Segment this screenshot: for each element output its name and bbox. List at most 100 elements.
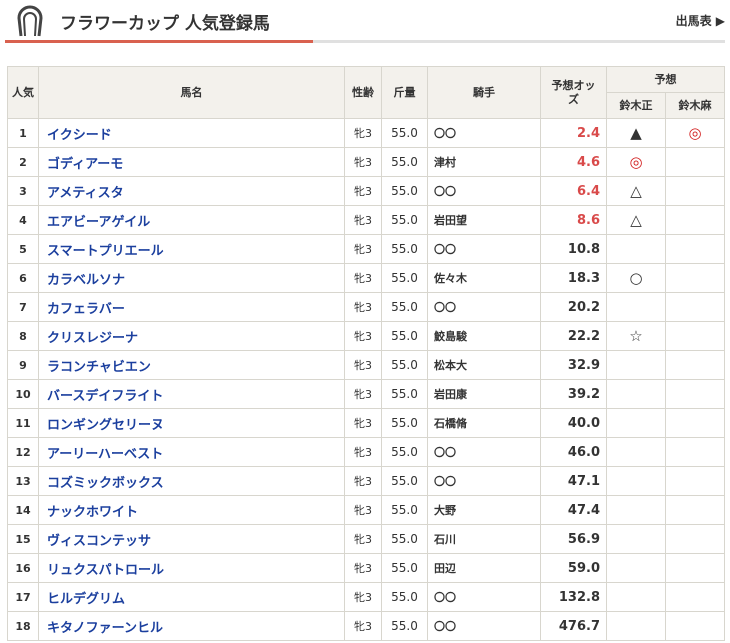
forecast-mark-1 (606, 611, 666, 641)
jockey: 佐々木 (427, 263, 541, 293)
col-name: 馬名 (38, 66, 345, 119)
forecast-mark-1 (606, 379, 666, 409)
jockey: 〇〇 (427, 292, 541, 322)
jockey: 岩田康 (427, 379, 541, 409)
forecast-mark-2 (665, 408, 725, 438)
rank: 5 (7, 234, 39, 264)
odds: 47.1 (540, 466, 607, 496)
sex-age: 牝3 (344, 553, 382, 583)
odds: 39.2 (540, 379, 607, 409)
weight: 55.0 (381, 408, 428, 438)
table-row: 2 ゴディアーモ 牝3 55.0 津村 4.6 ◎ (7, 147, 725, 177)
race-card-link[interactable]: 出馬表 ▶ (675, 14, 725, 28)
horse-name-link[interactable]: スマートプリエール (38, 234, 345, 264)
forecast-mark-1: ○ (606, 263, 666, 293)
horse-name-link[interactable]: ロンギングセリーヌ (38, 408, 345, 438)
forecast-mark-1: ▲ (606, 118, 666, 148)
forecast-mark-1 (606, 234, 666, 264)
accent-divider (5, 40, 313, 43)
jockey: 〇〇 (427, 437, 541, 467)
forecast-mark-2 (665, 553, 725, 583)
horse-name-link[interactable]: アーリーハーベスト (38, 437, 345, 467)
sex-age: 牝3 (344, 408, 382, 438)
weight: 55.0 (381, 350, 428, 380)
rank: 14 (7, 495, 39, 525)
jockey: 〇〇 (427, 582, 541, 612)
horse-name-link[interactable]: ラコンチャビエン (38, 350, 345, 380)
odds: 10.8 (540, 234, 607, 264)
forecast-mark-2 (665, 524, 725, 554)
sex-age: 牝3 (344, 292, 382, 322)
odds: 46.0 (540, 437, 607, 467)
sex-age: 牝3 (344, 524, 382, 554)
horse-name-link[interactable]: コズミックボックス (38, 466, 345, 496)
table-row: 12 アーリーハーベスト 牝3 55.0 〇〇 46.0 (7, 437, 725, 467)
table-row: 11 ロンギングセリーヌ 牝3 55.0 石橋脩 40.0 (7, 408, 725, 438)
weight: 55.0 (381, 147, 428, 177)
weight: 55.0 (381, 263, 428, 293)
horse-name-link[interactable]: カフェラバー (38, 292, 345, 322)
weight: 55.0 (381, 582, 428, 612)
odds: 59.0 (540, 553, 607, 583)
jockey: 田辺 (427, 553, 541, 583)
col-odds: 予想オッズ (540, 66, 607, 119)
horse-name-link[interactable]: クリスレジーナ (38, 321, 345, 351)
rank: 7 (7, 292, 39, 322)
horse-name-link[interactable]: カラベルソナ (38, 263, 345, 293)
forecast-mark-2 (665, 611, 725, 641)
horse-name-link[interactable]: エアビーアゲイル (38, 205, 345, 235)
forecast-mark-2 (665, 321, 725, 351)
col-sex-age: 性齢 (344, 66, 382, 119)
weight: 55.0 (381, 495, 428, 525)
horse-name-link[interactable]: ヒルデグリム (38, 582, 345, 612)
forecast-mark-1 (606, 553, 666, 583)
horse-name-link[interactable]: バースデイフライト (38, 379, 345, 409)
horse-name-link[interactable]: ヴィスコンテッサ (38, 524, 345, 554)
jockey: 〇〇 (427, 466, 541, 496)
rank: 4 (7, 205, 39, 235)
jockey: 〇〇 (427, 611, 541, 641)
horse-name-link[interactable]: ナックホワイト (38, 495, 345, 525)
forecast-mark-2 (665, 466, 725, 496)
forecast-mark-1: △ (606, 176, 666, 206)
col-rank: 人気 (7, 66, 39, 119)
forecast-mark-2 (665, 176, 725, 206)
rank: 8 (7, 321, 39, 351)
table-row: 3 アメティスタ 牝3 55.0 〇〇 6.4 △ (7, 176, 725, 206)
horse-name-link[interactable]: リュクスパトロール (38, 553, 345, 583)
horse-name-link[interactable]: キタノファーンヒル (38, 611, 345, 641)
sex-age: 牝3 (344, 437, 382, 467)
table-row: 1 イクシード 牝3 55.0 〇〇 2.4 ▲ ◎ (7, 118, 725, 148)
forecast-mark-2 (665, 582, 725, 612)
sex-age: 牝3 (344, 582, 382, 612)
forecast-mark-1 (606, 437, 666, 467)
forecast-mark-2 (665, 205, 725, 235)
sex-age: 牝3 (344, 379, 382, 409)
horse-name-link[interactable]: ゴディアーモ (38, 147, 345, 177)
forecast-mark-1 (606, 524, 666, 554)
horseshoe-icon (17, 5, 43, 37)
forecast-mark-1 (606, 292, 666, 322)
sex-age: 牝3 (344, 263, 382, 293)
rank: 13 (7, 466, 39, 496)
horse-name-link[interactable]: イクシード (38, 118, 345, 148)
popular-horses-table: 人気 馬名 性齢 斤量 騎手 予想オッズ 予想 鈴木正 鈴木麻 1 イクシード 牝3… (7, 66, 725, 641)
weight: 55.0 (381, 205, 428, 235)
rank: 6 (7, 263, 39, 293)
forecast-mark-2 (665, 379, 725, 409)
forecast-mark-2 (665, 495, 725, 525)
table-row: 5 スマートプリエール 牝3 55.0 〇〇 10.8 (7, 234, 725, 264)
forecast-mark-2 (665, 350, 725, 380)
sex-age: 牝3 (344, 350, 382, 380)
table-row: 16 リュクスパトロール 牝3 55.0 田辺 59.0 (7, 553, 725, 583)
weight: 55.0 (381, 553, 428, 583)
jockey: 松本大 (427, 350, 541, 380)
weight: 55.0 (381, 466, 428, 496)
table-row: 15 ヴィスコンテッサ 牝3 55.0 石川 56.9 (7, 524, 725, 554)
rank: 12 (7, 437, 39, 467)
col-forecaster-1: 鈴木正 (606, 92, 666, 119)
forecast-mark-1 (606, 495, 666, 525)
sex-age: 牝3 (344, 321, 382, 351)
odds: 22.2 (540, 321, 607, 351)
horse-name-link[interactable]: アメティスタ (38, 176, 345, 206)
